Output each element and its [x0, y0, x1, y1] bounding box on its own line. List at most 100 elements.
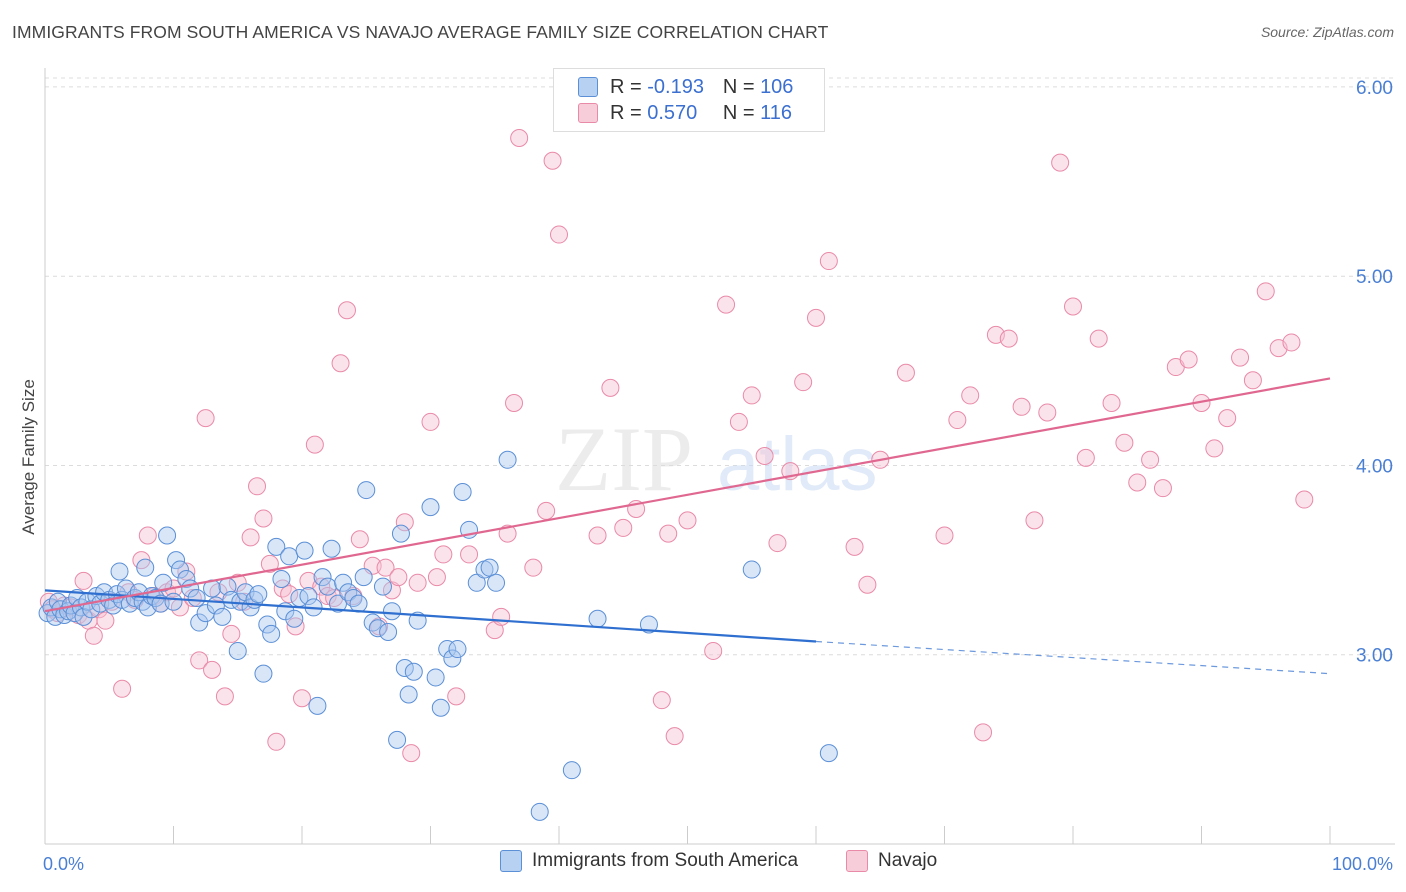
navajo-point [1256, 282, 1275, 301]
south-america-point [267, 537, 286, 556]
south-america-point [187, 588, 206, 607]
south-america-point [399, 685, 418, 704]
navajo-point [203, 660, 222, 679]
navajo-point [74, 571, 93, 590]
navajo-point [447, 687, 466, 706]
legend-row-navajo: R = 0.570 N = 116 [578, 100, 792, 126]
navajo-point [1295, 490, 1314, 509]
navajo-point [215, 687, 234, 706]
navajo-point [177, 562, 196, 581]
navajo-point [305, 435, 324, 454]
navajo-point [550, 225, 568, 244]
south-america-point [467, 573, 486, 592]
legend-r-value: 0.570 [647, 101, 698, 124]
navajo-point [1243, 371, 1262, 390]
navajo-point [1282, 333, 1301, 352]
south-america-point [639, 615, 658, 634]
navajo-point [460, 545, 479, 564]
south-america-point [448, 640, 467, 659]
south-america-point [318, 577, 337, 596]
navajo-point [524, 558, 543, 577]
navajo-point [280, 585, 299, 604]
navajo-point [999, 329, 1018, 348]
y-tick-label: 5.00 [1356, 267, 1393, 288]
south-america-point [344, 588, 363, 607]
navajo-point [376, 558, 395, 577]
south-america-point [170, 560, 189, 579]
south-america-point [308, 696, 327, 715]
navajo-point [138, 526, 157, 545]
navajo-point [485, 621, 504, 640]
navajo-point [434, 545, 453, 564]
south-america-point [388, 730, 407, 749]
tick-labels: 3.00 4.00 5.00 6.00 0.0% 100.0% [43, 78, 1393, 874]
south-america-point [213, 607, 232, 626]
navajo-point [1064, 297, 1082, 316]
navajo-point [1141, 450, 1160, 469]
south-america-trend-extension [815, 640, 1331, 675]
navajo-point [948, 411, 967, 430]
south-america-point [167, 551, 186, 570]
navajo-point [96, 611, 115, 630]
y-axis-label: Average Family Size [19, 379, 38, 535]
source-label: Source: ZipAtlas.com [1260, 24, 1394, 40]
navajo-point [1102, 394, 1121, 413]
navajo-point [742, 386, 761, 405]
navajo-point [768, 534, 787, 553]
south-america-point [404, 662, 423, 681]
legend-n-value: 116 [760, 101, 792, 124]
chart-title: IMMIGRANTS FROM SOUTH AMERICA VS NAVAJO … [12, 22, 829, 42]
south-america-point [453, 482, 472, 501]
south-america-point [313, 568, 332, 587]
legend-r-label: R = [610, 75, 642, 98]
south-america-point [158, 526, 177, 545]
south-america-point [74, 607, 93, 626]
navajo-point [350, 530, 369, 549]
navajo-point [260, 554, 279, 573]
watermark-zip: ZIP [555, 408, 693, 510]
south-america-point [258, 615, 277, 634]
navajo-point [794, 373, 813, 392]
navajo-point [665, 727, 684, 746]
navajo-point [678, 511, 697, 530]
south-america-point [295, 541, 314, 560]
south-america-trend-line [44, 589, 817, 643]
navajo-point [974, 723, 993, 742]
south-america-point [177, 570, 196, 589]
navajo-point [510, 129, 529, 148]
south-america-point [280, 547, 299, 566]
navajo-point [498, 524, 517, 543]
navajo-point [588, 526, 607, 545]
navajo-point [896, 363, 915, 382]
south-america-point [254, 664, 273, 683]
legend-r-label: R = [610, 101, 642, 124]
navajo-point [382, 581, 401, 600]
navajo-point [601, 378, 620, 397]
navajo-point [1128, 473, 1147, 492]
navajo-point [113, 679, 132, 698]
navajo-point [1076, 448, 1095, 467]
navajo-point [421, 412, 440, 431]
x-tick-label: 0.0% [43, 854, 84, 874]
south-america-point [190, 613, 209, 632]
navajo-point [845, 537, 864, 556]
south-america-point [562, 761, 581, 780]
navajo-point [1205, 439, 1224, 458]
navajo-point [819, 252, 838, 271]
south-america-point [272, 570, 291, 589]
south-america-point [322, 539, 341, 558]
legend-swatch-pink [578, 103, 598, 123]
navajo-point [1115, 433, 1134, 452]
bottom-legend-south-america: Immigrants from South America [500, 850, 798, 872]
south-america-point [110, 562, 129, 581]
south-america-point [487, 573, 506, 592]
navajo-point [729, 412, 748, 431]
south-america-point [498, 450, 517, 469]
navajo-point [659, 524, 678, 543]
navajo-point [389, 568, 408, 587]
navajo-point [961, 386, 980, 405]
navajo-point [84, 626, 103, 645]
south-america-point [588, 609, 607, 628]
south-america-point [368, 619, 387, 638]
